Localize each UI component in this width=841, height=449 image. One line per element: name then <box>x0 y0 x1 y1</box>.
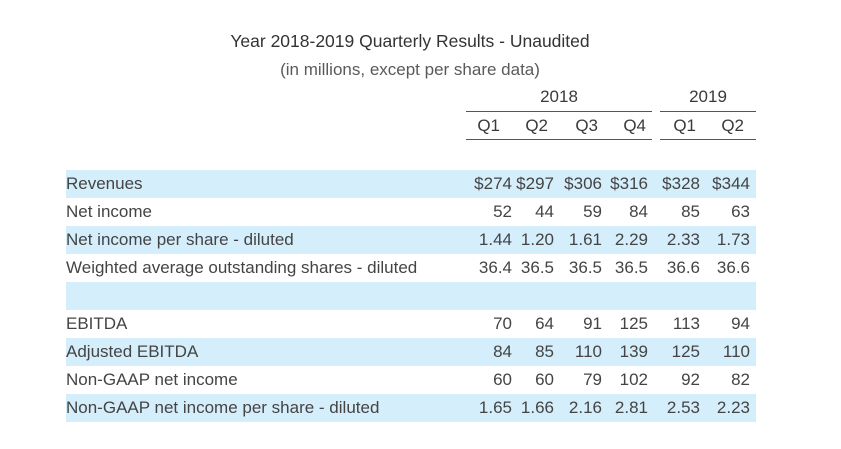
table-subtitle: (in millions, except per share data) <box>280 60 540 79</box>
quarter-header: Q2 <box>525 116 548 135</box>
row-label: Weighted average outstanding shares - di… <box>66 258 418 277</box>
table-cell: 79 <box>583 370 602 389</box>
row-label: Non-GAAP net income <box>66 370 238 389</box>
table-cell: 110 <box>722 342 750 361</box>
table-cell: 84 <box>629 202 648 221</box>
table-cell: $306 <box>564 174 602 193</box>
table-cell: 91 <box>583 314 602 333</box>
table-cell: 92 <box>681 370 700 389</box>
table-cell: 63 <box>731 202 750 221</box>
table-cell: 82 <box>731 370 750 389</box>
year-header-2019: 2019 <box>689 87 727 106</box>
year-rule-2018-top <box>466 111 652 112</box>
table-cell: 2.29 <box>614 230 648 249</box>
table-cell: 36.4 <box>478 258 512 277</box>
table-cell: 2.23 <box>716 398 750 417</box>
row-label: Adjusted EBITDA <box>66 342 199 361</box>
table-cell: $274 <box>474 174 512 193</box>
year-rule-2019-top <box>660 111 756 112</box>
table-cell: 1.20 <box>520 230 554 249</box>
table-row-ebitda: EBITDA 70 64 91 125 113 94 <box>66 310 756 338</box>
table-cell: 125 <box>671 342 700 361</box>
row-label: Net income <box>66 202 152 221</box>
table-row-revenues: Revenues $274 $297 $306 $316 $328 $344 <box>66 170 756 198</box>
year-header-2018: 2018 <box>540 87 578 106</box>
table-cell: 113 <box>672 314 700 333</box>
quarter-rule-2019 <box>660 139 756 140</box>
table-cell: 139 <box>619 342 648 361</box>
table-cell: 2.53 <box>666 398 700 417</box>
table-cell: 36.6 <box>666 258 700 277</box>
table-cell: 85 <box>681 202 700 221</box>
table-cell: 59 <box>583 202 602 221</box>
row-label: Revenues <box>66 174 143 193</box>
table-cell: $316 <box>610 174 648 193</box>
table-cell: 2.33 <box>666 230 700 249</box>
table-row-non-gaap-net-income: Non-GAAP net income 60 60 79 102 92 82 <box>66 366 756 394</box>
table-cell: 1.73 <box>716 230 750 249</box>
table-cell: 2.81 <box>614 398 648 417</box>
table-cell: 1.44 <box>478 230 512 249</box>
table-cell: 110 <box>574 342 602 361</box>
table-cell: $344 <box>712 174 750 193</box>
table-cell: 60 <box>535 370 554 389</box>
quarter-header: Q4 <box>623 116 646 135</box>
table-cell: 36.5 <box>614 258 648 277</box>
table-cell: 70 <box>493 314 512 333</box>
quarter-rule-2018 <box>466 139 652 140</box>
table-cell: $297 <box>516 174 554 193</box>
table-cell: $328 <box>662 174 700 193</box>
table-cell: 44 <box>535 202 554 221</box>
row-label: Net income per share - diluted <box>66 230 294 249</box>
table-cell: 102 <box>619 370 648 389</box>
table-cell: 125 <box>619 314 648 333</box>
table-cell: 64 <box>535 314 554 333</box>
table-cell: 1.61 <box>568 230 602 249</box>
table-cell: 52 <box>493 202 512 221</box>
table-row-net-income-per-share: Net income per share - diluted 1.44 1.20… <box>66 226 756 254</box>
table-row-net-income: Net income 52 44 59 84 85 63 <box>66 198 756 226</box>
table-cell: 1.66 <box>520 398 554 417</box>
table-cell: 2.16 <box>568 398 602 417</box>
table-row-adjusted-ebitda: Adjusted EBITDA 84 85 110 139 125 110 <box>66 338 756 366</box>
table-title: Year 2018-2019 Quarterly Results - Unaud… <box>230 31 590 51</box>
quarter-header: Q3 <box>575 116 598 135</box>
quarter-header: Q1 <box>477 116 500 135</box>
table-cell: 36.5 <box>520 258 554 277</box>
quarter-header: Q1 <box>673 116 696 135</box>
table-cell: 60 <box>493 370 512 389</box>
table-cell: 1.65 <box>478 398 512 417</box>
table-cell: 94 <box>731 314 750 333</box>
table-cell: 36.6 <box>716 258 750 277</box>
table-cell: 36.5 <box>568 258 602 277</box>
table-spacer-row <box>66 282 756 310</box>
table-row-non-gaap-per-share: Non-GAAP net income per share - diluted … <box>66 394 756 422</box>
table-cell: 84 <box>493 342 512 361</box>
table-row-weighted-shares: Weighted average outstanding shares - di… <box>66 254 756 282</box>
row-label: EBITDA <box>66 314 128 333</box>
row-label: Non-GAAP net income per share - diluted <box>66 398 380 417</box>
table-cell: 85 <box>535 342 554 361</box>
quarter-header: Q2 <box>721 116 744 135</box>
